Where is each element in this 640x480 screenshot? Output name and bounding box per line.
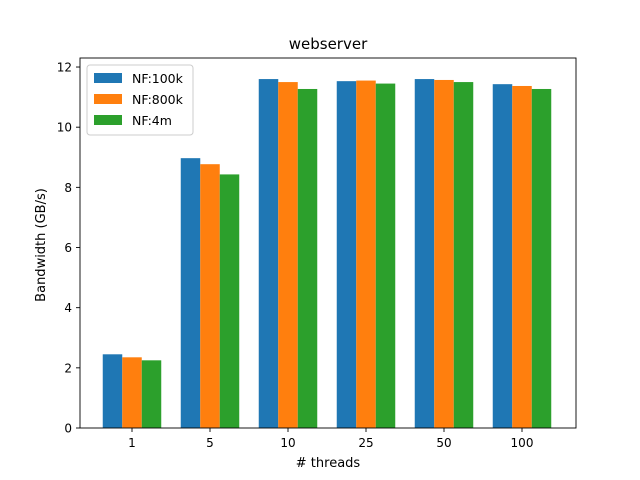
- bar-nf-100k-25: [336, 81, 357, 428]
- legend-label: NF:800k: [132, 92, 184, 107]
- y-tick-label: 0: [64, 422, 72, 436]
- bar-nf-800k-50: [434, 79, 454, 429]
- chart-title: webserver: [289, 35, 368, 53]
- bar-nf-100k-10: [258, 79, 279, 428]
- bar-nf-4m-100: [531, 88, 552, 428]
- bar-nf-4m-50: [453, 82, 474, 428]
- bar-nf-100k-1: [102, 354, 123, 428]
- y-tick-label: 4: [64, 301, 72, 315]
- bar-nf-4m-25: [375, 83, 396, 428]
- y-tick-label: 2: [64, 361, 72, 375]
- bars-layer: [102, 79, 552, 429]
- y-tick-label: 6: [64, 241, 72, 255]
- bar-nf-4m-5: [219, 174, 240, 428]
- x-tick-label: 100: [511, 436, 534, 450]
- bar-nf-800k-25: [356, 80, 376, 428]
- y-axis-title: Bandwidth (GB/s): [34, 188, 49, 302]
- y-tick-label: 8: [64, 181, 72, 195]
- legend-swatch: [94, 73, 122, 83]
- legend: NF:100k NF:800k NF:4m: [86, 64, 194, 136]
- x-tick-label: 5: [206, 436, 214, 450]
- bar-nf-800k-100: [512, 85, 532, 428]
- y-tick-label: 10: [57, 121, 72, 135]
- y-tick-label: 12: [57, 61, 72, 75]
- bar-nf-4m-1: [141, 360, 162, 428]
- bar-nf-800k-1: [122, 357, 142, 428]
- bar-nf-800k-5: [200, 164, 220, 428]
- legend-label: NF:100k: [132, 71, 184, 86]
- bar-nf-4m-10: [297, 88, 318, 428]
- x-axis-title: # threads: [296, 456, 361, 471]
- bar-nf-100k-5: [180, 158, 201, 429]
- plot-frame: [79, 57, 577, 429]
- x-tick-label: 1: [128, 436, 136, 450]
- x-tick-label: 50: [436, 436, 451, 450]
- legend-swatch: [94, 94, 122, 104]
- x-tick-label: 10: [280, 436, 295, 450]
- bar-nf-800k-10: [278, 82, 298, 428]
- bar-nf-100k-100: [492, 84, 513, 429]
- legend-label: NF:4m: [132, 113, 172, 128]
- axes-layer: 0 2 4 6 8 10 12 1 5 10 25 50 100: [57, 57, 577, 450]
- bar-nf-100k-50: [414, 79, 435, 428]
- legend-swatch: [94, 115, 122, 125]
- x-tick-label: 25: [358, 436, 373, 450]
